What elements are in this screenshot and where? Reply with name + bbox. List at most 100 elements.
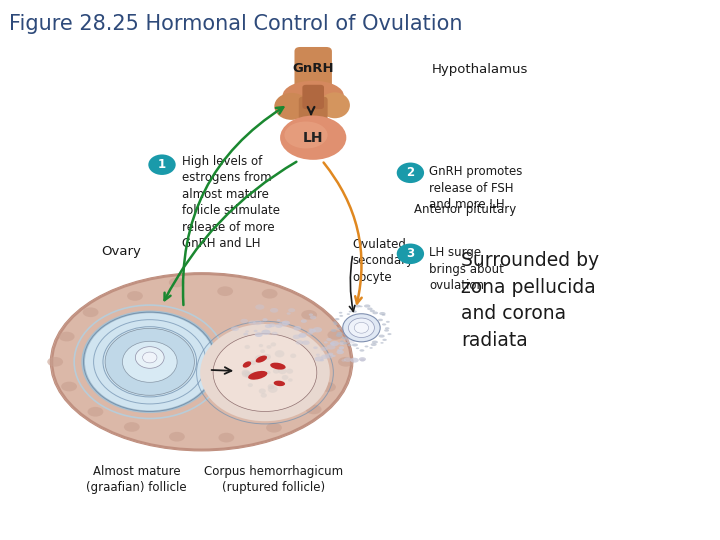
Circle shape xyxy=(242,371,251,377)
Circle shape xyxy=(348,318,374,338)
Ellipse shape xyxy=(280,116,346,160)
Circle shape xyxy=(105,328,194,395)
Ellipse shape xyxy=(217,286,233,296)
Ellipse shape xyxy=(309,329,316,333)
Ellipse shape xyxy=(378,319,383,321)
Ellipse shape xyxy=(369,347,373,349)
Ellipse shape xyxy=(340,340,344,342)
Text: LH: LH xyxy=(303,131,323,145)
Text: Hypothalamus: Hypothalamus xyxy=(432,63,528,76)
Ellipse shape xyxy=(356,347,359,349)
Ellipse shape xyxy=(387,333,392,335)
Circle shape xyxy=(81,310,218,413)
Ellipse shape xyxy=(274,381,285,386)
Ellipse shape xyxy=(265,324,272,328)
Circle shape xyxy=(271,342,276,347)
Ellipse shape xyxy=(262,318,268,321)
Ellipse shape xyxy=(293,326,301,330)
Circle shape xyxy=(143,352,157,363)
Ellipse shape xyxy=(270,308,278,313)
Circle shape xyxy=(213,334,317,411)
Ellipse shape xyxy=(282,80,344,111)
Ellipse shape xyxy=(364,346,369,347)
Ellipse shape xyxy=(287,312,291,315)
Ellipse shape xyxy=(338,346,344,349)
Circle shape xyxy=(258,388,266,394)
Circle shape xyxy=(249,360,256,365)
Ellipse shape xyxy=(382,314,385,316)
Ellipse shape xyxy=(302,340,310,345)
Text: Figure 28.25 Hormonal Control of Ovulation: Figure 28.25 Hormonal Control of Ovulati… xyxy=(9,14,462,33)
Ellipse shape xyxy=(326,345,336,349)
Ellipse shape xyxy=(344,338,350,341)
Ellipse shape xyxy=(255,332,263,337)
Circle shape xyxy=(279,368,287,374)
Circle shape xyxy=(122,341,177,382)
Ellipse shape xyxy=(343,332,352,336)
Ellipse shape xyxy=(346,313,350,315)
Ellipse shape xyxy=(328,353,333,356)
Ellipse shape xyxy=(350,357,359,363)
Ellipse shape xyxy=(359,306,363,307)
Ellipse shape xyxy=(348,344,351,346)
Ellipse shape xyxy=(372,312,378,314)
FancyBboxPatch shape xyxy=(294,47,332,96)
Ellipse shape xyxy=(367,307,373,310)
Ellipse shape xyxy=(261,329,271,335)
Text: Surrounded by
zona pellucida
and corona
radiata: Surrounded by zona pellucida and corona … xyxy=(461,251,599,349)
Ellipse shape xyxy=(271,332,278,335)
Ellipse shape xyxy=(306,404,322,414)
Ellipse shape xyxy=(253,320,261,325)
Ellipse shape xyxy=(326,338,332,341)
Ellipse shape xyxy=(320,347,328,351)
Ellipse shape xyxy=(261,289,277,299)
Text: High levels of
estrogens from
almost mature
follicle stimulate
release of more
G: High levels of estrogens from almost mat… xyxy=(182,155,280,251)
Circle shape xyxy=(91,318,209,406)
Ellipse shape xyxy=(359,357,366,361)
Ellipse shape xyxy=(310,315,316,319)
Ellipse shape xyxy=(240,319,248,323)
Circle shape xyxy=(397,163,424,183)
Ellipse shape xyxy=(284,122,328,148)
Ellipse shape xyxy=(243,361,251,368)
Ellipse shape xyxy=(256,355,267,363)
Ellipse shape xyxy=(276,319,281,321)
FancyBboxPatch shape xyxy=(299,97,328,125)
Ellipse shape xyxy=(298,333,307,338)
Circle shape xyxy=(245,372,253,378)
Circle shape xyxy=(268,386,278,393)
Ellipse shape xyxy=(360,359,365,361)
Ellipse shape xyxy=(50,273,353,451)
Ellipse shape xyxy=(372,341,378,343)
Ellipse shape xyxy=(320,92,350,118)
Ellipse shape xyxy=(333,321,337,323)
Ellipse shape xyxy=(339,312,343,314)
Circle shape xyxy=(266,345,271,349)
Circle shape xyxy=(288,379,292,382)
Text: Anterior pituitary: Anterior pituitary xyxy=(414,202,516,215)
Ellipse shape xyxy=(330,341,339,346)
Ellipse shape xyxy=(382,339,387,341)
Circle shape xyxy=(275,350,284,357)
Ellipse shape xyxy=(339,342,345,345)
Ellipse shape xyxy=(255,305,264,310)
Ellipse shape xyxy=(347,339,355,343)
Ellipse shape xyxy=(343,342,348,345)
Ellipse shape xyxy=(127,291,143,301)
Circle shape xyxy=(290,354,296,358)
Ellipse shape xyxy=(321,354,329,359)
Ellipse shape xyxy=(339,315,343,317)
Ellipse shape xyxy=(330,342,335,345)
Circle shape xyxy=(287,369,293,374)
Text: GnRH: GnRH xyxy=(292,62,334,75)
Ellipse shape xyxy=(296,340,303,345)
Ellipse shape xyxy=(301,319,307,323)
Text: Ovary: Ovary xyxy=(101,245,140,258)
Ellipse shape xyxy=(382,323,386,326)
Ellipse shape xyxy=(371,343,377,346)
Circle shape xyxy=(282,375,289,380)
Circle shape xyxy=(253,373,262,379)
Circle shape xyxy=(251,372,258,376)
Ellipse shape xyxy=(266,423,282,433)
Ellipse shape xyxy=(348,310,352,313)
